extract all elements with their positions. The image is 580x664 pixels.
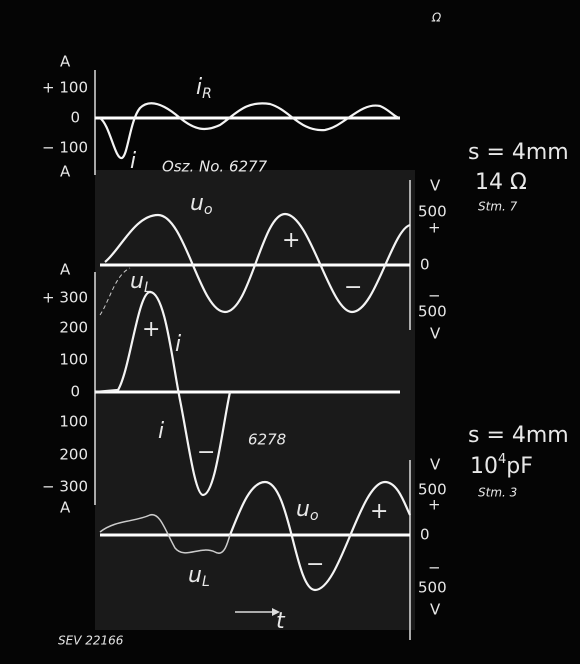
polarity: + — [370, 499, 388, 524]
tick-label: 200 — [59, 319, 88, 337]
voltage-curve — [104, 212, 411, 314]
unit: V — [430, 177, 441, 195]
tick-label: 0 — [420, 526, 430, 544]
tick-label: 500 — [418, 203, 447, 221]
tick-label: + 100 — [42, 79, 88, 97]
voltage-curve — [228, 480, 411, 592]
polarity: + — [142, 317, 160, 342]
note: Stm. 3 — [478, 486, 517, 500]
tick-label: 0 — [70, 383, 80, 401]
tick-label: 500 — [418, 579, 447, 597]
tick-label: − — [428, 287, 441, 305]
polarity: + — [282, 228, 300, 253]
tick-label: + — [428, 496, 441, 514]
curve-label: iR — [196, 75, 212, 102]
note: Stm. 7 — [478, 200, 518, 214]
tick-label: − 100 — [42, 139, 88, 157]
time-label: t — [276, 609, 286, 634]
tick-label: 500 — [418, 303, 447, 321]
note: 14 Ω — [475, 170, 527, 195]
unit: V — [430, 456, 441, 474]
curve-label: i — [130, 149, 136, 174]
note: s = 4mm — [468, 423, 569, 448]
curve-label: uL — [130, 269, 152, 296]
curve-label: uL — [188, 563, 210, 590]
curve-label: i — [158, 419, 164, 444]
scope1-current: A + 100 0 − 100 A iR i Osz. No. 6277 — [42, 53, 401, 181]
screen-glow — [95, 170, 415, 630]
tick-label: 500 — [418, 481, 447, 499]
unit: A — [60, 163, 71, 181]
oscillogram-title: Osz. No. 6277 — [162, 158, 268, 176]
tick-label: 0 — [70, 109, 80, 127]
curve-label: uo — [296, 497, 319, 524]
unit: V — [430, 325, 441, 343]
note: s = 4mm — [468, 140, 569, 165]
reference: SEV 22166 — [58, 634, 124, 648]
curve-label: i — [175, 332, 181, 357]
current-curve — [94, 290, 232, 497]
unit: A — [60, 499, 71, 517]
tick-label: + — [428, 219, 441, 237]
top-mark: Ω — [431, 11, 442, 25]
curve-label: uo — [190, 191, 213, 218]
unit: A — [60, 53, 71, 71]
tick-label: 100 — [59, 351, 88, 369]
tick-label: − 300 — [42, 478, 88, 496]
unit: V — [430, 601, 441, 619]
tick-label: 0 — [420, 256, 430, 274]
voltage-uL-curve — [99, 267, 131, 316]
scope2-current: A + 300 200 100 0 100 200 − 300 A i i + … — [42, 261, 400, 517]
scope2-voltage: V 500 + 0 − 500 V uo uL + − s = 4mm 104p… — [99, 423, 569, 640]
tick-label: 100 — [59, 413, 88, 431]
scope1-voltage: V 500 + 0 − 500 V uo uL + − s = 4mm 14 Ω… — [99, 140, 569, 343]
unit: A — [60, 261, 71, 279]
arrow-head — [272, 608, 280, 616]
polarity: − — [344, 275, 362, 300]
polarity: − — [306, 552, 324, 577]
tick-label: − — [428, 559, 441, 577]
tick-label: 200 — [59, 446, 88, 464]
polarity: − — [197, 440, 215, 465]
note: 104pF — [470, 452, 533, 480]
current-curve — [99, 102, 401, 160]
oscillogram-title: 6278 — [248, 431, 286, 449]
tick-label: + 300 — [42, 289, 88, 307]
voltage-uL-curve — [99, 514, 231, 554]
